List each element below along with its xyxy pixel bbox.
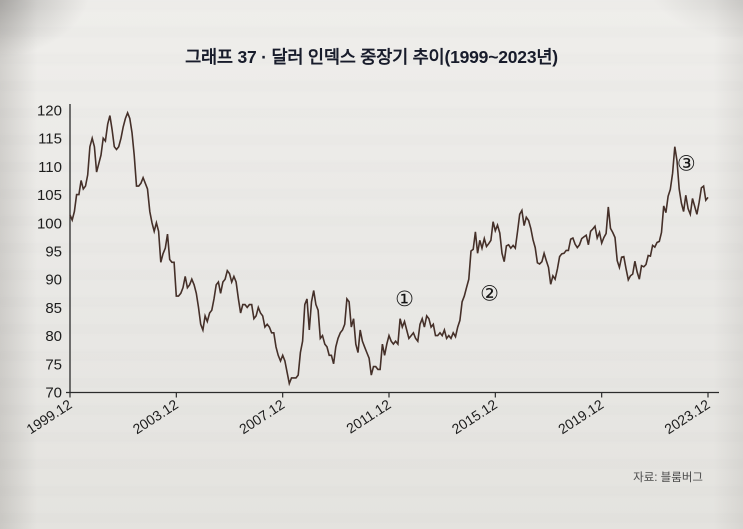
- x-tick-label: 2015.12: [449, 396, 500, 437]
- x-tick-label: 2023.12: [661, 396, 712, 437]
- y-tick-label: 80: [45, 328, 62, 345]
- y-tick-label: 115: [38, 131, 62, 148]
- x-tick-label: 2011.12: [343, 396, 393, 437]
- y-tick-label: 110: [38, 159, 62, 176]
- y-tick-label: 75: [45, 356, 62, 373]
- source-note: 자료: 블룸버그: [633, 472, 703, 484]
- y-tick-label: 85: [45, 300, 62, 317]
- annotation-circled-number: ②: [480, 282, 499, 305]
- x-tick-label: 2019.12: [555, 396, 606, 437]
- chart-title: 그래프 37 · 달러 인덱스 중장기 추이(1999~2023년): [185, 47, 558, 67]
- x-tick-label: 2003.12: [130, 396, 181, 437]
- y-tick-label: 90: [45, 272, 62, 289]
- y-tick-label: 100: [37, 215, 62, 232]
- x-tick-label: 2007.12: [236, 396, 287, 437]
- annotation-circled-number: ①: [395, 288, 414, 311]
- y-tick-label: 95: [45, 244, 62, 261]
- y-tick-label: 105: [37, 187, 62, 204]
- x-tick-label: 1999.12: [23, 396, 74, 437]
- annotation-circled-number: ③: [677, 153, 696, 176]
- dollar-index-series-line: [69, 110, 709, 387]
- y-tick-label: 70: [45, 385, 62, 402]
- y-tick-label: 120: [37, 103, 62, 120]
